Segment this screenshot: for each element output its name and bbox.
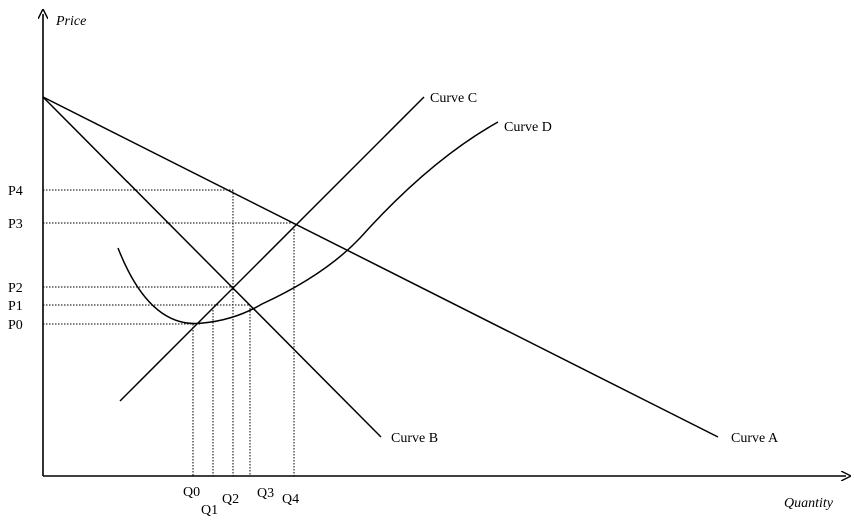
price-label-p3: P3	[8, 217, 23, 232]
curve-a-label: Curve A	[731, 431, 779, 446]
quantity-labels: Q0 Q1 Q2 Q3 Q4	[183, 485, 299, 518]
price-label-p4: P4	[8, 184, 23, 199]
quantity-label-q4: Q4	[282, 492, 299, 507]
guide-lines	[43, 189, 295, 476]
curve-d-label: Curve D	[504, 120, 552, 135]
price-label-p1: P1	[8, 299, 23, 314]
curve-c-line	[119, 96, 425, 402]
price-label-p2: P2	[8, 281, 23, 296]
price-label-p0: P0	[8, 318, 23, 333]
quantity-label-q1: Q1	[201, 503, 218, 518]
curves	[42, 96, 719, 438]
curve-b-line	[42, 96, 382, 438]
curve-d-line	[117, 121, 499, 325]
curve-b-label: Curve B	[391, 431, 438, 446]
price-labels: P4 P3 P2 P1 P0	[8, 184, 23, 333]
axes: Price Quantity	[43, 14, 846, 511]
quantity-label-q2: Q2	[222, 492, 239, 507]
y-axis-title: Price	[55, 14, 86, 29]
curve-labels: Curve A Curve B Curve C Curve D	[391, 91, 779, 446]
quantity-label-q3: Q3	[257, 486, 274, 501]
quantity-label-q0: Q0	[183, 485, 200, 500]
curve-a-line	[42, 96, 719, 438]
curve-c-label: Curve C	[430, 91, 477, 106]
x-axis-title: Quantity	[784, 496, 834, 511]
